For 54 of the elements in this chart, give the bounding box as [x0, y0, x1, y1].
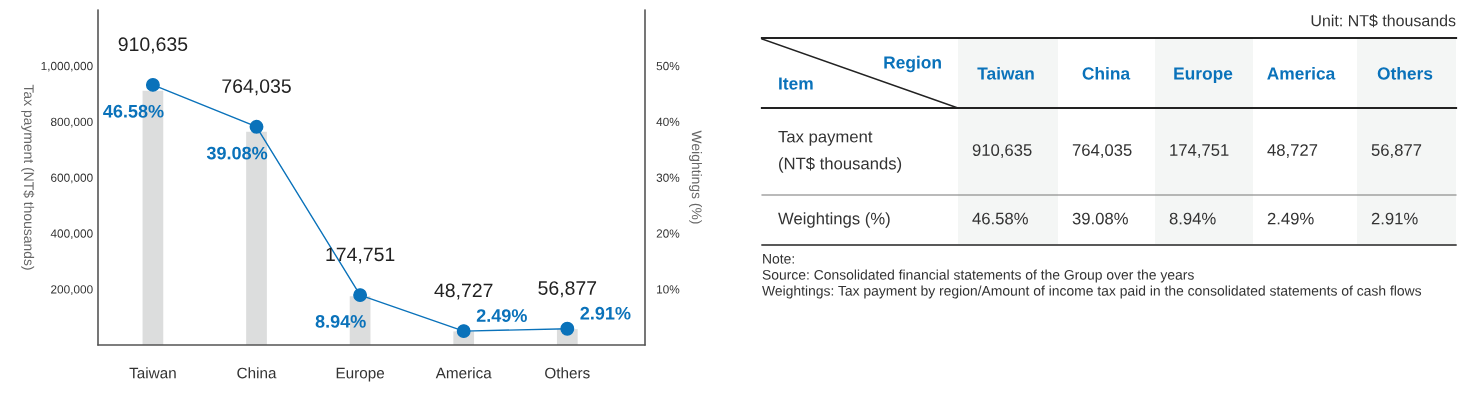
text: 764,035: [1072, 144, 1132, 158]
data-label: 2.91%: [580, 306, 631, 320]
data-label: 910,635: [118, 37, 188, 54]
point: [249, 119, 264, 134]
text: 39.08%: [1072, 212, 1128, 225]
text: 910,635: [972, 144, 1032, 158]
y-tick-label: 1,000,000: [41, 61, 93, 72]
text: Weightings: Tax payment by region/Amount of income tax paid in the consolidated statements of cash flows: [762, 285, 1422, 299]
category-label: Weightings (%): [778, 212, 890, 228]
category-label: China: [1082, 66, 1131, 80]
category-label: Europe: [1174, 67, 1233, 84]
y2-tick-label: 30%: [656, 173, 680, 182]
text: Item: [779, 77, 813, 90]
point: [560, 321, 575, 336]
x-tick-label: Taiwan: [129, 367, 176, 379]
y-tick-label: 600,000: [51, 173, 93, 184]
y2-tick-label: 20%: [656, 229, 680, 238]
data-label: 764,035: [222, 79, 291, 96]
category-label: Tax payment (NT$ thousands): [778, 130, 902, 173]
text: 8.94%: [1169, 212, 1216, 225]
category-label: Others: [1377, 66, 1433, 80]
x-tick-label: Europe: [336, 367, 385, 382]
point: [145, 77, 160, 92]
x-tick-label: China: [237, 367, 277, 379]
text: 56,877: [1371, 144, 1422, 158]
x-tick-label: Others: [545, 367, 590, 379]
data-label: 39.08%: [206, 146, 268, 160]
y2-axis-title: Weightings (%): [689, 130, 702, 224]
source-note: Source: Consolidated financial statements of the Group over the years: [762, 269, 1194, 283]
y-tick-label: 400,000: [50, 229, 93, 240]
data-label: 8.94%: [315, 315, 366, 328]
y-tick-label: 200,000: [51, 285, 93, 295]
y-tick-label: 800,000: [50, 117, 93, 128]
text: 2.49%: [1267, 212, 1314, 225]
text: Unit: NT$ thousands: [1311, 14, 1456, 28]
text: 48,727: [1267, 144, 1318, 158]
y2-tick-label: 50%: [656, 61, 680, 71]
text: 174,751: [1170, 144, 1229, 158]
data-label: 48,727: [434, 283, 493, 300]
category-label: Taiwan: [977, 66, 1034, 80]
y2-tick-label: 10%: [657, 285, 680, 294]
x-tick-label: America: [435, 367, 492, 379]
text: 2.91%: [1371, 212, 1418, 225]
y2-tick-label: 40%: [656, 117, 680, 127]
text: 46.58%: [972, 212, 1028, 225]
data-label: 2.49%: [476, 309, 527, 322]
point: [353, 288, 368, 303]
text: Note:: [763, 254, 794, 264]
category-label: America: [1267, 66, 1336, 80]
data-label: 56,877: [538, 281, 597, 298]
y-axis-title: Tax payment (NT$ thousands): [21, 84, 35, 270]
point: [456, 324, 471, 339]
data-label: 46.58%: [103, 104, 164, 118]
text: Region: [884, 55, 941, 73]
